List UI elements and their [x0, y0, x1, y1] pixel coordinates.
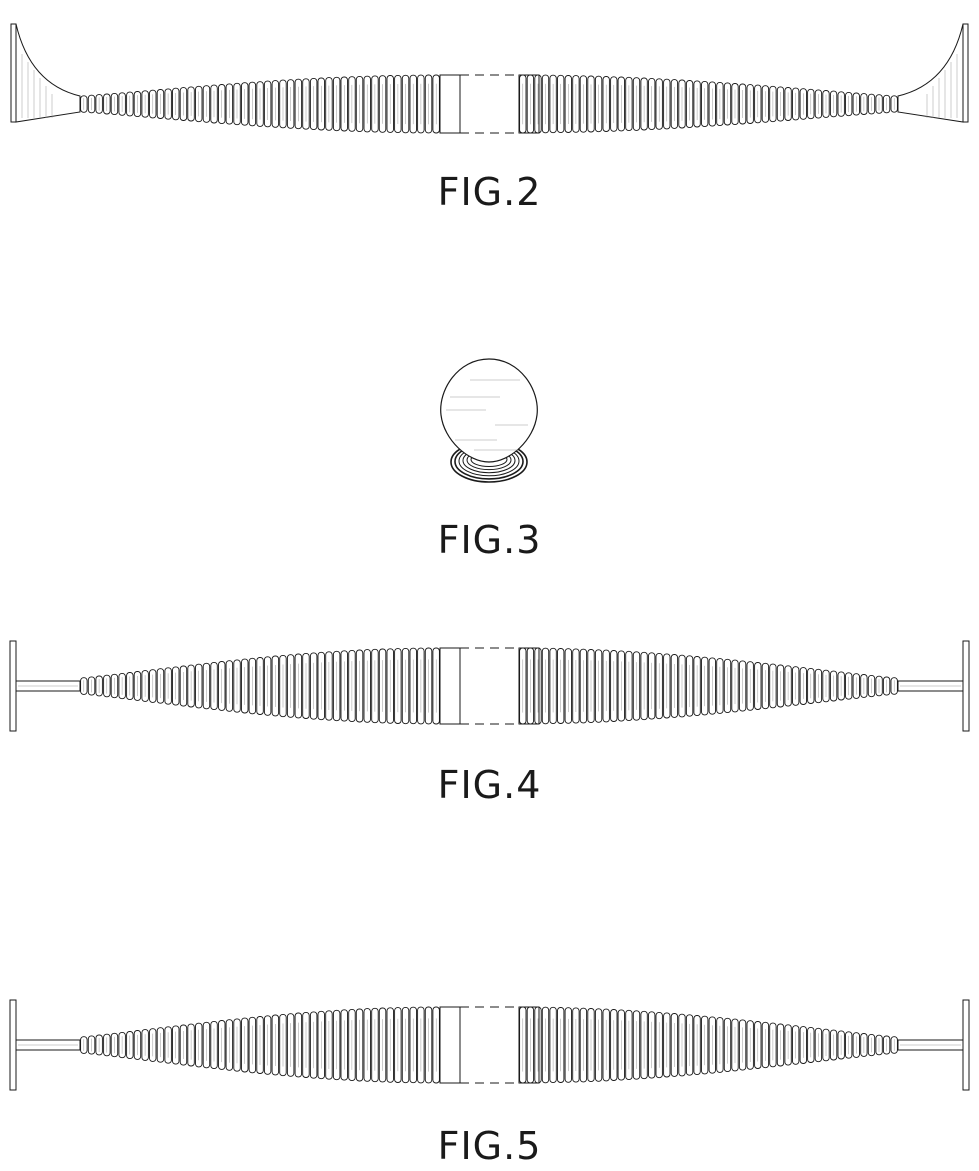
sleeve-right — [519, 648, 539, 724]
fig2-drawing — [11, 24, 968, 133]
end-disc-left — [10, 641, 16, 731]
fig5-label: FIG.5 — [0, 1124, 979, 1168]
flare-left — [16, 24, 80, 122]
sleeve-left — [440, 75, 460, 133]
sleeve-left — [440, 648, 460, 724]
fig2-label: FIG.2 — [0, 170, 979, 214]
fig4-label: FIG.4 — [0, 763, 979, 807]
end-plate-left — [11, 24, 16, 122]
sleeve-left — [440, 1007, 460, 1083]
end-disc-right — [963, 1000, 969, 1090]
fig4-drawing — [10, 641, 969, 731]
sleeve-right — [519, 75, 539, 133]
end-plate-right — [963, 24, 968, 122]
fig3-drawing — [441, 359, 538, 482]
end-disc-right — [963, 641, 969, 731]
fig3-label: FIG.3 — [0, 518, 979, 562]
flare-right — [898, 24, 963, 122]
egg-body — [441, 359, 538, 462]
fig5-drawing — [10, 1000, 969, 1090]
sleeve-right — [519, 1007, 539, 1083]
end-disc-left — [10, 1000, 16, 1090]
